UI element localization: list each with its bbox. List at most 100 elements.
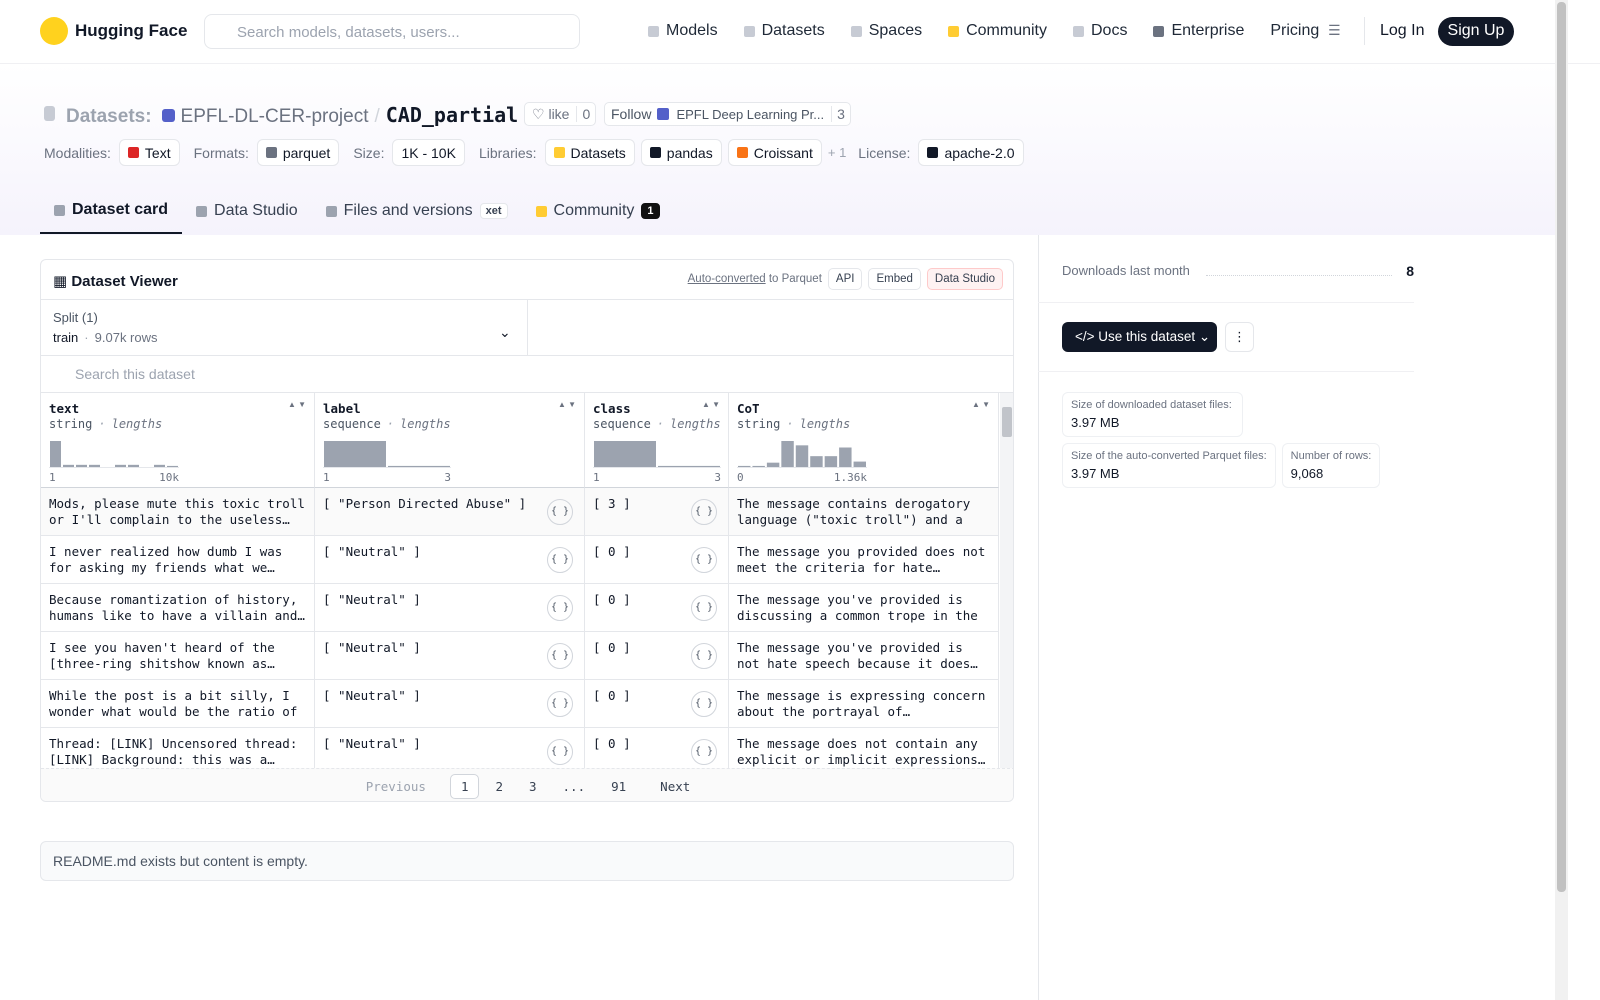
nav-link-text: Models	[666, 22, 718, 39]
cell-text: The message contains derogatory language…	[737, 496, 971, 527]
json-button[interactable]: { }	[547, 595, 573, 621]
signup[interactable]: Sign Up	[1438, 17, 1514, 46]
tab[interactable]: Community 1	[522, 188, 674, 234]
table-cell: The message contains derogatory language…	[729, 488, 999, 536]
tag[interactable]: Croissant	[727, 139, 822, 166]
json-button[interactable]: { }	[691, 499, 717, 525]
json-button[interactable]: { }	[547, 499, 573, 525]
json-button[interactable]: { }	[691, 691, 717, 717]
nav-link[interactable]: Enterprise	[1153, 22, 1244, 40]
json-button[interactable]: { }	[547, 643, 573, 669]
histogram-bar	[50, 441, 61, 467]
tag-text: pandas	[666, 144, 713, 161]
search-box[interactable]: Search models, datasets, users...	[204, 14, 580, 49]
sort-icon[interactable]: ▲ ▼	[701, 400, 720, 409]
cell-text: [ 0 ]	[593, 640, 631, 655]
dataset-name[interactable]: CAD_partial	[385, 103, 519, 127]
tag-text: Croissant	[753, 144, 813, 161]
histogram-bar	[128, 464, 139, 467]
stat-card: Number of rows: 9,068	[1281, 443, 1381, 488]
stat-card: Size of the auto-converted Parquet files…	[1062, 443, 1276, 488]
page-scroll-thumb[interactable]	[1557, 2, 1566, 892]
nav-link[interactable]: Docs	[1073, 22, 1127, 40]
table-row: Thread: [LINK] Uncensored thread: [LINK]…	[41, 728, 999, 768]
tag[interactable]: pandas	[640, 139, 722, 166]
hist-max: 3	[714, 471, 721, 484]
nav-link-text: Docs	[1091, 22, 1128, 39]
top-nav: Hugging Face Search models, datasets, us…	[0, 0, 1600, 64]
sort-icon[interactable]: ▲ ▼	[557, 400, 576, 409]
nav-link[interactable]: Models	[648, 22, 718, 40]
page[interactable]: 2	[495, 778, 503, 794]
viewer-button[interactable]: API	[827, 268, 863, 290]
viewer-button[interactable]: Embed	[868, 268, 921, 290]
tag[interactable]: parquet	[256, 139, 340, 166]
tag[interactable]: Text	[118, 139, 180, 166]
sort-icon[interactable]: ▲ ▼	[971, 400, 990, 409]
page[interactable]: 3	[529, 778, 537, 794]
owner[interactable]: EPFL-DL-CER-project	[180, 106, 369, 127]
nav-link[interactable]: Spaces	[850, 22, 922, 40]
logo[interactable]: Hugging Face	[75, 21, 188, 40]
page[interactable]: 91	[611, 778, 627, 794]
json-button[interactable]: { }	[547, 691, 573, 717]
page[interactable]: 1	[449, 773, 480, 799]
tag-icon	[649, 147, 661, 158]
json-button[interactable]: { }	[691, 643, 717, 669]
json-button[interactable]: { }	[691, 739, 717, 765]
use-dataset-button[interactable]: </> Use this dataset ⌄	[1062, 322, 1217, 352]
table-cell: I see you haven't heard of the [three-ri…	[41, 632, 315, 680]
tag[interactable]: apache-2.0	[918, 139, 1024, 166]
histogram	[737, 441, 867, 468]
tab[interactable]: Data Studio	[182, 188, 312, 234]
histogram-bar	[63, 464, 74, 467]
json-button[interactable]: { }	[547, 739, 573, 765]
sidebar-divider	[1038, 235, 1039, 1000]
tag-icon	[736, 147, 748, 158]
tab[interactable]: Files and versions xet	[312, 188, 522, 234]
tab-label: Data Studio	[214, 202, 298, 219]
follow-button[interactable]: Follow EPFL Deep Learning Pr... 3	[604, 102, 851, 126]
more-button[interactable]: ⋮	[1225, 322, 1254, 352]
cell-text: I never realized how dumb I was for aski…	[49, 544, 283, 575]
previous[interactable]: Previous	[365, 778, 426, 794]
sort-icon[interactable]: ▲ ▼	[287, 400, 306, 409]
column-header: label ▲ ▼ sequencelengths 1 3	[315, 393, 585, 488]
stats: Size of downloaded dataset files: 3.97 MB…	[1062, 392, 1422, 494]
column-stat: lengths	[780, 417, 850, 431]
column-meta: sequencelengths	[323, 417, 451, 431]
cell-text: Thread: [LINK] Uncensored thread: [LINK]…	[49, 736, 298, 767]
nav-link[interactable]: Datasets	[743, 22, 825, 40]
nav-link[interactable]: Pricing	[1270, 22, 1319, 40]
table-cell: [ "Neutral" ] { }	[315, 728, 585, 768]
tag-icon	[927, 147, 939, 158]
tag-more: + 1	[827, 145, 847, 160]
json-button[interactable]: { }	[691, 547, 717, 573]
table-cell: [ 0 ] { }	[585, 536, 729, 584]
data-table: text▲ ▼stringlengths110klabel▲ ▼sequence…	[41, 393, 1013, 768]
nav-link[interactable]: Community	[948, 22, 1047, 40]
tag-icon	[127, 147, 139, 158]
column-header: text ▲ ▼ stringlengths 1 10k	[41, 393, 315, 488]
scroll-thumb[interactable]	[1002, 407, 1012, 437]
menu-icon[interactable]: ☰	[1328, 22, 1341, 38]
chevron[interactable]: ⌄	[499, 324, 511, 340]
tag[interactable]: 1K - 10K	[392, 139, 465, 166]
json-button[interactable]: { }	[691, 595, 717, 621]
nav-icon	[948, 25, 960, 37]
split-select[interactable]: train9.07k rows	[53, 330, 158, 345]
tag[interactable]: Datasets	[544, 139, 635, 166]
divider	[527, 300, 528, 356]
like-button[interactable]: ♡ like 0	[524, 102, 597, 126]
login[interactable]: Log In	[1380, 22, 1425, 39]
viewer-button[interactable]: Data Studio	[926, 268, 1003, 290]
dataset-search[interactable]: Search this dataset	[75, 366, 195, 382]
tab-icon	[54, 204, 65, 216]
page[interactable]: ...	[562, 778, 586, 794]
tab[interactable]: Dataset card	[40, 188, 183, 234]
hist-max: 3	[444, 471, 451, 484]
json-button[interactable]: { }	[547, 547, 573, 573]
auto-converted[interactable]: Auto-converted	[687, 273, 766, 285]
table-cell: [ "Person Directed Abuse" ] { }	[315, 488, 585, 536]
next[interactable]: Next	[660, 778, 691, 794]
